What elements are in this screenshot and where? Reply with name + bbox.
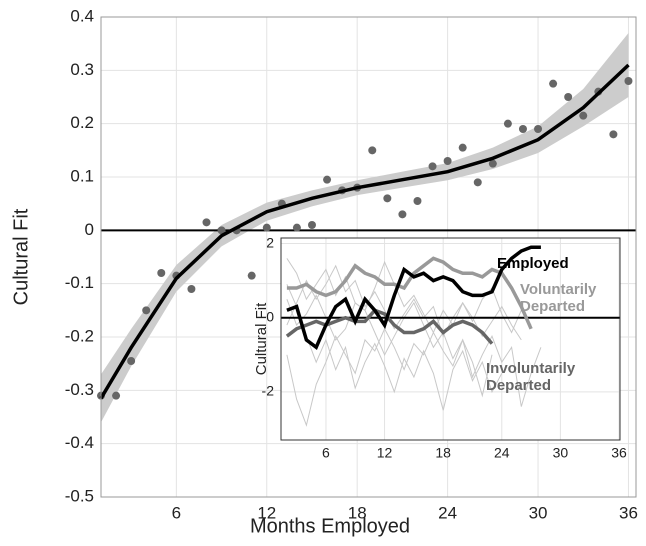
x-tick-label: 12 xyxy=(257,503,276,522)
background-line xyxy=(286,284,503,411)
x-tick-label: 6 xyxy=(322,445,330,461)
y-tick-label: -0.2 xyxy=(65,326,94,345)
point xyxy=(518,125,527,133)
y-tick-label: -0.5 xyxy=(65,486,94,505)
x-tick-label: 24 xyxy=(438,503,457,522)
point xyxy=(307,221,316,229)
y-tick-label: -0.3 xyxy=(65,380,94,399)
point xyxy=(564,93,573,101)
x-tick-label: 30 xyxy=(553,445,569,461)
point xyxy=(202,218,211,227)
series-line xyxy=(286,256,533,330)
series-line xyxy=(285,308,494,345)
x-tick-label: 18 xyxy=(435,445,451,461)
background-line xyxy=(286,264,532,338)
plot-frame xyxy=(100,16,637,498)
point xyxy=(323,175,332,184)
y-tick-label: 0.2 xyxy=(70,113,94,132)
point xyxy=(473,178,482,187)
y-tick-label: 0.1 xyxy=(70,166,94,185)
x-tick-label: 36 xyxy=(619,503,638,522)
legend-label: Voluntarily Departed xyxy=(520,281,597,315)
x-tick-label: 12 xyxy=(377,445,393,461)
point xyxy=(624,77,633,85)
series-line xyxy=(286,245,541,351)
y-tick-label: 2 xyxy=(266,234,274,250)
point xyxy=(112,391,121,400)
point xyxy=(383,194,392,203)
y-tick-label: 0 xyxy=(85,220,94,239)
y-tick-label: 0.3 xyxy=(70,60,94,79)
legend-label: Employed xyxy=(497,255,569,272)
point xyxy=(413,197,422,205)
x-axis-label: Months Employed xyxy=(250,515,410,537)
point xyxy=(534,125,543,133)
x-tick-label: 6 xyxy=(172,503,181,522)
inset-y-axis-label: Cultural Fit xyxy=(253,302,270,375)
point xyxy=(609,130,618,139)
point xyxy=(488,159,497,168)
point xyxy=(579,111,588,120)
point xyxy=(187,285,196,293)
y-tick-label: 0 xyxy=(266,308,274,324)
point xyxy=(292,223,301,232)
point xyxy=(503,119,512,128)
point xyxy=(247,271,256,280)
background-line xyxy=(286,327,493,427)
point xyxy=(443,157,452,165)
point xyxy=(458,143,467,152)
point xyxy=(368,146,377,155)
fit-line xyxy=(99,63,630,400)
point xyxy=(262,223,271,232)
y-tick-label: -2 xyxy=(262,383,275,399)
point xyxy=(217,226,226,235)
y-axis-label: Cultural Fit xyxy=(10,208,32,305)
background-line xyxy=(286,258,522,341)
legend-label: Involuntarily Departed xyxy=(486,360,576,394)
x-tick-label: 18 xyxy=(348,503,367,522)
point xyxy=(549,79,558,88)
point xyxy=(428,162,437,171)
y-tick-label: -0.1 xyxy=(65,273,94,292)
y-tick-label: 0.4 xyxy=(70,6,94,25)
inset-frame xyxy=(280,237,621,441)
point xyxy=(127,357,136,365)
point xyxy=(142,306,151,315)
y-tick-label: -0.4 xyxy=(65,433,94,452)
point xyxy=(398,210,407,219)
x-tick-label: 24 xyxy=(494,445,510,461)
x-tick-label: 36 xyxy=(611,445,627,461)
x-tick-label: 30 xyxy=(529,503,548,522)
point xyxy=(157,269,166,277)
